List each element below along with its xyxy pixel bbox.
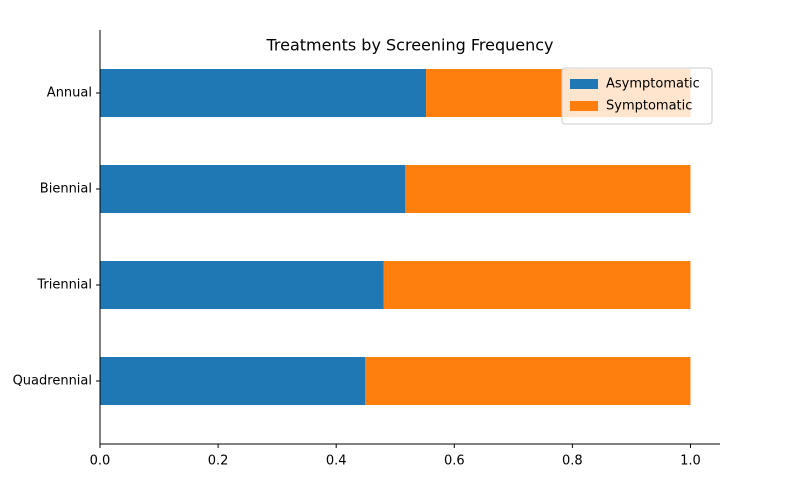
- legend-swatch: [570, 101, 598, 111]
- bar-segment: [100, 357, 366, 405]
- bar-segment: [100, 261, 384, 309]
- chart-title: Treatments by Screening Frequency: [265, 36, 553, 55]
- legend-swatch: [570, 79, 598, 89]
- y-tick-label: Quadrennial: [13, 374, 92, 389]
- legend-box: [561, 67, 713, 125]
- x-tick-label: 0.6: [444, 454, 465, 469]
- bar-segment: [405, 165, 691, 213]
- legend-label: Asymptomatic: [606, 77, 700, 92]
- x-tick-label: 0.0: [90, 454, 111, 469]
- x-tick-label: 0.2: [208, 454, 229, 469]
- x-tick-label: 1.0: [680, 454, 701, 469]
- y-tick-label: Triennial: [36, 278, 92, 293]
- bar-segment: [100, 69, 427, 117]
- bar-segment: [100, 165, 406, 213]
- bar-segment: [365, 357, 691, 405]
- x-tick-label: 0.4: [326, 454, 347, 469]
- y-tick-label: Annual: [47, 86, 92, 101]
- legend-label: Symptomatic: [606, 99, 692, 114]
- bar-segment: [383, 261, 691, 309]
- x-tick-label: 0.8: [562, 454, 583, 469]
- legend: Asymptomatic Symptomatic: [561, 67, 713, 125]
- y-tick-label: Biennial: [40, 182, 92, 197]
